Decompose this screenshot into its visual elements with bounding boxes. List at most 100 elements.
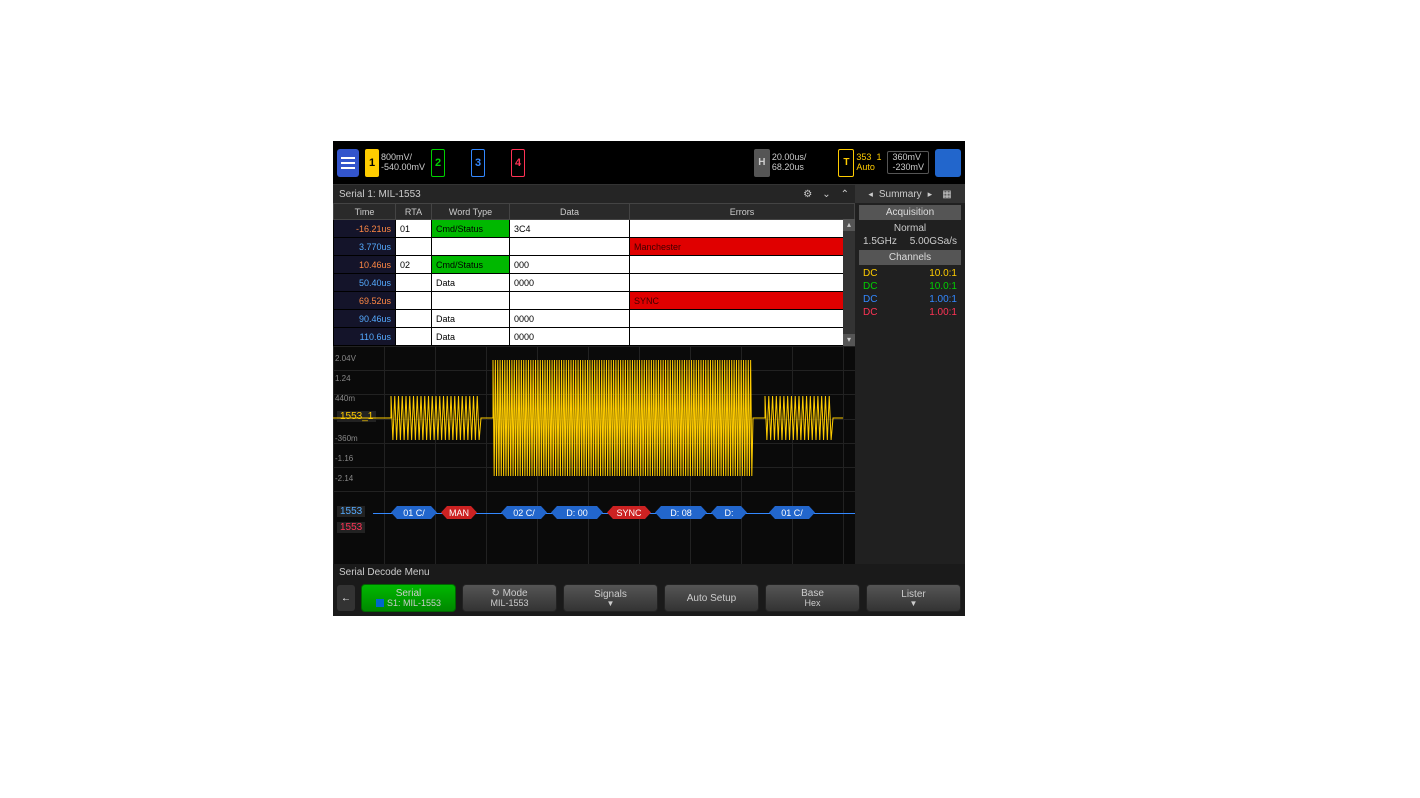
channel-4-indicator[interactable]: 4 <box>511 149 525 177</box>
collapse-up-icon[interactable]: ⌃ <box>841 189 849 200</box>
trigger-indicator[interactable]: T 353 1 Auto <box>838 149 881 177</box>
cell-error <box>630 310 855 328</box>
cell-word-type: Data <box>432 328 510 346</box>
softkey-base[interactable]: BaseHex <box>765 584 860 612</box>
softkey-lister[interactable]: Lister▼ <box>866 584 961 612</box>
softkey-serial[interactable]: SerialS1: MIL-1553 <box>361 584 456 612</box>
channel-3-indicator[interactable]: 3 <box>471 149 485 177</box>
serial-decode-header: Serial 1: MIL-1553 ⚙ ⌄ ⌃ <box>333 185 855 203</box>
acquisition-header: Acquisition <box>859 205 961 220</box>
cell-data: 0000 <box>510 274 630 292</box>
cell-rta <box>396 328 432 346</box>
cell-data <box>510 238 630 256</box>
oscilloscope-window: 1 800mV/ -540.00mV 2 3 4 H 20.00us/ 68.2… <box>333 141 965 616</box>
cell-error: Manchester <box>630 238 855 256</box>
cell-data: 000 <box>510 256 630 274</box>
cell-data <box>510 292 630 310</box>
decode-packet[interactable]: 01 C/ <box>769 506 815 519</box>
serial-title: Serial 1: MIL-1553 <box>339 189 421 200</box>
lister-table: Time RTA Word Type Data Errors -16.21us0… <box>333 203 855 346</box>
cell-error <box>630 256 855 274</box>
table-row[interactable]: 50.40usData0000 <box>334 274 855 292</box>
lister-scrollbar[interactable]: ▴ ▾ <box>843 219 855 346</box>
summary-header[interactable]: ◂ Summary ▸ ▦ <box>855 185 965 203</box>
scroll-down-icon[interactable]: ▾ <box>843 334 855 346</box>
acq-rate: 1.5GHz5.00GSa/s <box>855 235 965 248</box>
scroll-up-icon[interactable]: ▴ <box>843 219 855 231</box>
decode-packet[interactable]: MAN <box>441 506 477 519</box>
decode-packet[interactable]: 01 C/ <box>391 506 437 519</box>
decode-packet[interactable]: D: 00 <box>551 506 603 519</box>
cell-time: 110.6us <box>334 328 396 346</box>
col-errors[interactable]: Errors <box>630 204 855 220</box>
table-row[interactable]: 10.46us02Cmd/Status000 <box>334 256 855 274</box>
back-button[interactable]: ← <box>337 585 355 611</box>
trigger-mode: Auto <box>856 163 881 173</box>
decode-packet[interactable]: 02 C/ <box>501 506 547 519</box>
table-row[interactable]: 69.52us SYNC <box>334 292 855 310</box>
decode-packet[interactable]: D: 08 <box>655 506 707 519</box>
cell-rta <box>396 238 432 256</box>
channels-header: Channels <box>859 250 961 265</box>
main-menu-icon[interactable] <box>337 149 359 177</box>
cell-word-type: Data <box>432 310 510 328</box>
table-row[interactable]: -16.21us01Cmd/Status3C4 <box>334 220 855 238</box>
col-data[interactable]: Data <box>510 204 630 220</box>
softkey-auto-setup[interactable]: Auto Setup <box>664 584 759 612</box>
cell-rta: 02 <box>396 256 432 274</box>
cell-word-type <box>432 292 510 310</box>
cell-time: 69.52us <box>334 292 396 310</box>
channel-row: DC1.00:1 <box>855 293 965 306</box>
gear-icon[interactable]: ⚙ <box>803 189 812 200</box>
channel-row: DC10.0:1 <box>855 267 965 280</box>
cell-word-type <box>432 238 510 256</box>
horizontal-indicator[interactable]: H 20.00us/ 68.20us <box>754 149 807 177</box>
softkey-mode[interactable]: ↻ ModeMIL-1553 <box>462 584 557 612</box>
table-row[interactable]: 110.6us Data0000 <box>334 328 855 346</box>
softkey-signals[interactable]: Signals▼ <box>563 584 658 612</box>
table-row[interactable]: 90.46us Data0000 <box>334 310 855 328</box>
summary-sidebar: ◂ Summary ▸ ▦ Acquisition Normal 1.5GHz5… <box>855 185 965 564</box>
cell-rta <box>396 292 432 310</box>
channel-row: DC10.0:1 <box>855 280 965 293</box>
trigger-level[interactable]: 360mV -230mV <box>887 151 929 175</box>
menu-title: Serial Decode Menu <box>339 567 430 578</box>
run-stop-icon[interactable] <box>935 149 961 177</box>
cell-data: 0000 <box>510 310 630 328</box>
collapse-down-icon[interactable]: ⌄ <box>822 189 830 200</box>
cell-time: 50.40us <box>334 274 396 292</box>
cell-error <box>630 274 855 292</box>
decode-bus-2: 1553 <box>333 522 855 536</box>
cell-rta: 01 <box>396 220 432 238</box>
channel-1-indicator[interactable]: 1 800mV/ -540.00mV <box>365 149 425 177</box>
softkey-bar: ← SerialS1: MIL-1553↻ ModeMIL-1553Signal… <box>333 580 965 616</box>
cell-time: 10.46us <box>334 256 396 274</box>
cell-data: 0000 <box>510 328 630 346</box>
cell-word-type: Cmd/Status <box>432 220 510 238</box>
channel-2-indicator[interactable]: 2 <box>431 149 445 177</box>
delay: 68.20us <box>772 163 807 173</box>
decode-packet[interactable]: D: <box>711 506 747 519</box>
waveform-display[interactable]: 2.04V1.24440m-360m-1.16-2.141553_1155301… <box>333 346 855 564</box>
col-rta[interactable]: RTA <box>396 204 432 220</box>
cell-error: SYNC <box>630 292 855 310</box>
cell-time: 3.770us <box>334 238 396 256</box>
cell-data: 3C4 <box>510 220 630 238</box>
acq-mode: Normal <box>855 222 965 235</box>
cell-rta <box>396 310 432 328</box>
top-status-bar: 1 800mV/ -540.00mV 2 3 4 H 20.00us/ 68.2… <box>333 141 965 185</box>
cell-error <box>630 328 855 346</box>
lister-table-wrap: Time RTA Word Type Data Errors -16.21us0… <box>333 203 855 346</box>
col-word-type[interactable]: Word Type <box>432 204 510 220</box>
channel-row: DC1.00:1 <box>855 306 965 319</box>
menu-title-bar: Serial Decode Menu <box>333 564 965 580</box>
sidebar-grid-icon[interactable]: ▦ <box>942 189 951 200</box>
ch1-offset: -540.00mV <box>381 163 425 173</box>
cell-error <box>630 220 855 238</box>
col-time[interactable]: Time <box>334 204 396 220</box>
cell-time: 90.46us <box>334 310 396 328</box>
cell-word-type: Cmd/Status <box>432 256 510 274</box>
cell-rta <box>396 274 432 292</box>
decode-packet[interactable]: SYNC <box>607 506 651 519</box>
table-row[interactable]: 3.770us Manchester <box>334 238 855 256</box>
